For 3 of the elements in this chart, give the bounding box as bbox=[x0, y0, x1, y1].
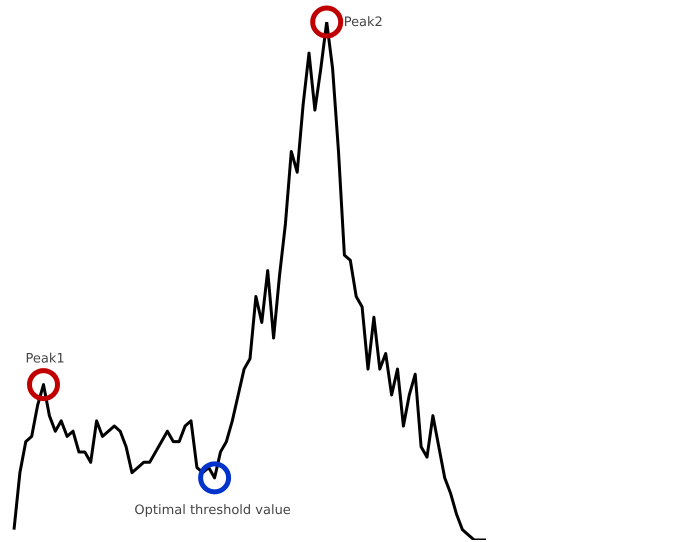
annotation: Peak2 bbox=[344, 15, 383, 30]
annotation: Optimal threshold value bbox=[134, 502, 291, 518]
annotation: Peak1 bbox=[26, 352, 65, 367]
